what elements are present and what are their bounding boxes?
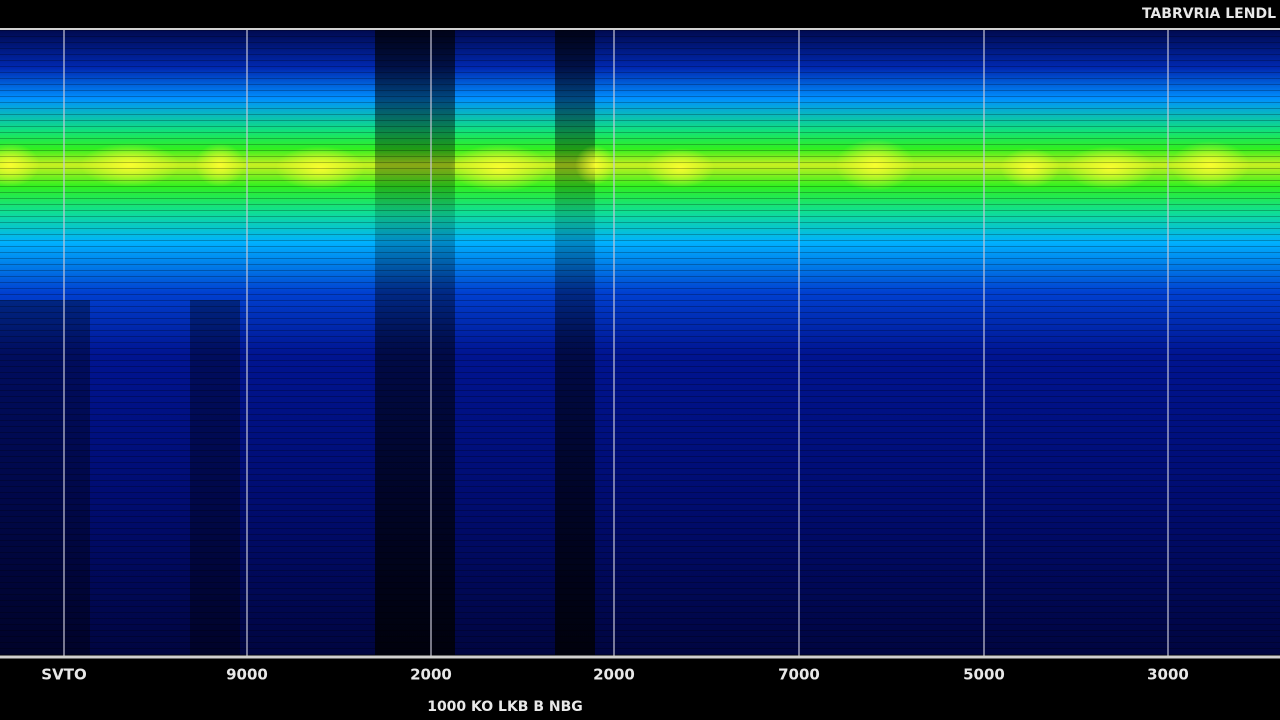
x-tick-label: 5000 [963,666,1005,684]
x-tick-label: 2000 [593,666,635,684]
x-tick-label: 7000 [778,666,820,684]
x-tick-label: 9000 [226,666,268,684]
header-title: TABRVRIA LENDL [1142,6,1276,22]
grid [63,30,1169,656]
spectrogram [0,30,1280,655]
axis-label: 1000 KO LKB B NBG [427,699,583,715]
x-tick-label: 2000 [410,666,452,684]
x-tick-label: SVTO [41,666,86,684]
x-axis: SVTO 9000 2000 2000 7000 5000 3000 [41,666,1189,684]
x-tick-label: 3000 [1147,666,1189,684]
scan-lines [0,30,1280,655]
